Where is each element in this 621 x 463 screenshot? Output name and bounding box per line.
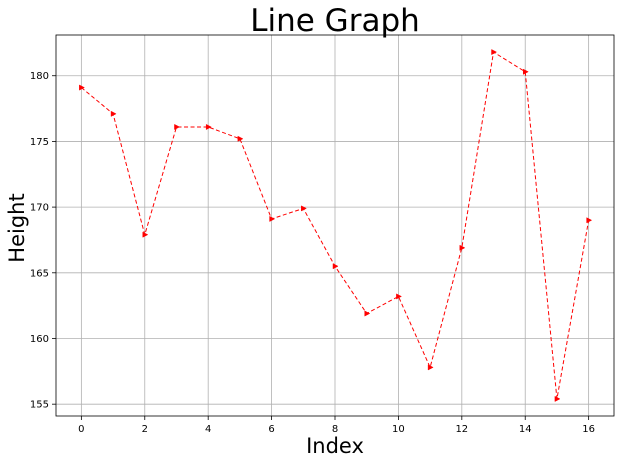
y-tick-label: 175 bbox=[30, 137, 49, 148]
data-point-marker bbox=[237, 135, 244, 142]
data-point-marker bbox=[174, 123, 181, 130]
data-point-marker bbox=[301, 205, 307, 212]
y-tick-label: 155 bbox=[30, 400, 49, 411]
x-tick-label: 4 bbox=[205, 424, 211, 435]
x-tick-label: 16 bbox=[582, 424, 595, 435]
data-point-marker bbox=[459, 244, 466, 251]
x-axis-label: Index bbox=[306, 434, 364, 458]
data-point-marker bbox=[586, 217, 593, 224]
y-tick-label: 180 bbox=[30, 71, 49, 82]
data-point-marker bbox=[427, 364, 434, 371]
x-tick-label: 2 bbox=[142, 424, 148, 435]
data-point-marker bbox=[364, 310, 371, 317]
data-point-marker bbox=[269, 215, 276, 222]
x-tick-label: 14 bbox=[519, 424, 532, 435]
y-axis-label: Height bbox=[5, 193, 29, 262]
y-tick-label: 170 bbox=[30, 203, 49, 214]
data-point-marker bbox=[142, 231, 149, 238]
data-point-marker bbox=[522, 68, 529, 75]
x-axis-ticks: 0 2 4 6 8 10 12 14 16 bbox=[78, 416, 595, 435]
series-layer bbox=[79, 49, 593, 402]
data-point-marker bbox=[396, 293, 402, 300]
x-tick-label: 10 bbox=[392, 424, 405, 435]
data-point-marker bbox=[79, 84, 85, 91]
data-point-marker bbox=[491, 49, 498, 56]
y-tick-label: 160 bbox=[30, 334, 49, 345]
x-tick-label: 12 bbox=[455, 424, 468, 435]
data-point-marker bbox=[554, 395, 561, 402]
data-point-marker bbox=[110, 110, 117, 117]
x-tick-label: 6 bbox=[268, 424, 274, 435]
chart-title: Line Graph bbox=[250, 3, 420, 39]
x-tick-label: 8 bbox=[332, 424, 338, 435]
data-point-marker bbox=[205, 123, 212, 130]
y-tick-label: 165 bbox=[30, 268, 49, 279]
grid-layer bbox=[56, 35, 614, 416]
y-axis-ticks: 155 160 165 170 175 180 bbox=[30, 71, 56, 411]
x-tick-label: 0 bbox=[78, 424, 84, 435]
data-point-marker bbox=[332, 263, 339, 270]
